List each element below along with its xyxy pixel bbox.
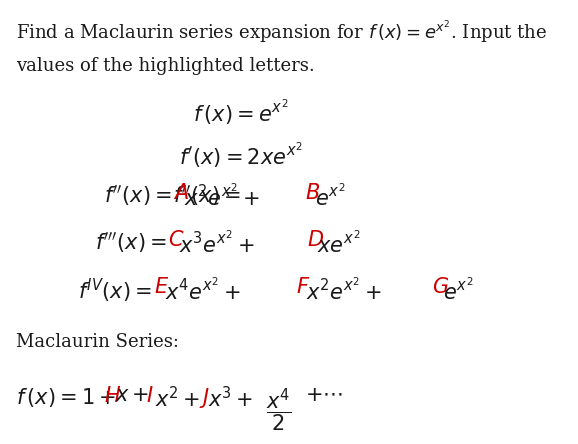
Text: $x + $: $x + $: [115, 386, 150, 405]
Text: $I$: $I$: [146, 386, 154, 406]
Text: $x^2e^{x^2} + $: $x^2e^{x^2} + $: [184, 183, 260, 210]
Text: values of the highlighted letters.: values of the highlighted letters.: [16, 57, 314, 75]
Text: $\dfrac{x^4}{2}$: $\dfrac{x^4}{2}$: [266, 386, 292, 434]
Text: $F$: $F$: [296, 277, 310, 297]
Text: $f'(x) = 2xe^{x^2}$: $f'(x) = 2xe^{x^2}$: [179, 140, 303, 170]
Text: $J$: $J$: [199, 386, 210, 410]
Text: Find a Maclaurin series expansion for $f\,(x) = e^{x^2}$. Input the: Find a Maclaurin series expansion for $f…: [16, 19, 547, 46]
Text: $C$: $C$: [168, 230, 184, 250]
Text: $f'''(x) = $: $f'''(x) = $: [95, 230, 166, 255]
Text: $xe^{x^2}$: $xe^{x^2}$: [317, 230, 361, 257]
Text: $x^2e^{x^2} + $: $x^2e^{x^2} + $: [306, 277, 382, 304]
Text: $f\,(x) = 1 + $: $f\,(x) = 1 + $: [16, 386, 116, 409]
Text: $H$: $H$: [104, 386, 121, 406]
Text: $x^4e^{x^2} + $: $x^4e^{x^2} + $: [165, 277, 241, 304]
Text: $E$: $E$: [154, 277, 169, 297]
Text: $x^3e^{x^2} + $: $x^3e^{x^2} + $: [179, 230, 255, 257]
Text: $f\,(x) = e^{x^2}$: $f\,(x) = e^{x^2}$: [193, 98, 288, 127]
Text: $D$: $D$: [307, 230, 324, 250]
Text: $+ \cdots$: $+ \cdots$: [305, 386, 343, 405]
Text: Maclaurin Series:: Maclaurin Series:: [16, 333, 179, 351]
Text: $G$: $G$: [432, 277, 449, 297]
Text: $f^{IV}(x) = $: $f^{IV}(x) = $: [78, 277, 152, 305]
Text: $x^2 + $: $x^2 + $: [155, 386, 201, 412]
Text: $x^3 + $: $x^3 + $: [208, 386, 253, 412]
Text: $B$: $B$: [305, 183, 320, 203]
Text: $f''(x) = $: $f''(x) = $: [173, 183, 240, 208]
Text: $e^{x^2}$: $e^{x^2}$: [443, 277, 473, 304]
Text: $f''(x) = $: $f''(x) = $: [103, 183, 171, 208]
Text: $A$: $A$: [173, 183, 188, 203]
Text: $e^{x^2}$: $e^{x^2}$: [315, 183, 345, 210]
